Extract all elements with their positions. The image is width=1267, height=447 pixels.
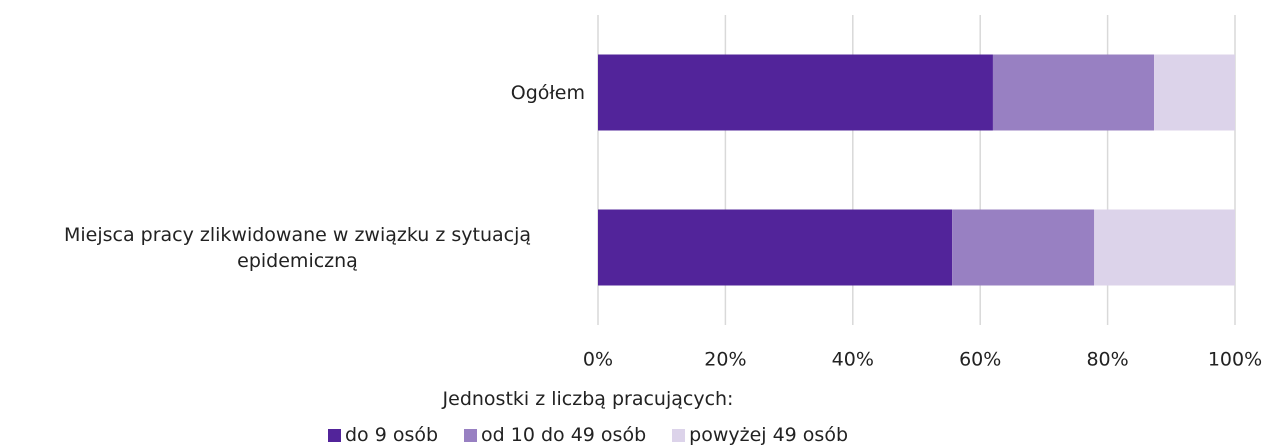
legend-item: do 9 osób (327, 424, 439, 446)
legend: do 9 osób od 10 do 49 osób powyżej 49 osób (0, 424, 1176, 446)
bar-segment (598, 54, 993, 131)
legend-swatch (672, 428, 686, 442)
legend-label: do 9 osób (344, 424, 439, 446)
bar-segment (1154, 54, 1235, 131)
x-tick-label: 40% (832, 349, 874, 371)
x-tick-label: 0% (583, 349, 613, 371)
category-label: Ogółem (510, 81, 585, 104)
legend-label: powyżej 49 osób (689, 424, 849, 446)
x-tick-label: 100% (1208, 349, 1262, 371)
legend-title: Jednostki z liczbą pracujących: (442, 388, 734, 410)
legend-label: od 10 do 49 osób (481, 424, 647, 446)
legend-item: powyżej 49 osób (672, 424, 848, 446)
legend-swatch (464, 428, 478, 442)
x-tick-label: 80% (1086, 349, 1128, 371)
legend-swatch (327, 428, 341, 442)
x-tick-label: 20% (704, 349, 746, 371)
legend-item: od 10 do 49 osób (464, 424, 646, 446)
bar-segment (1094, 209, 1235, 286)
x-tick-label: 60% (959, 349, 1001, 371)
bar-segment (992, 54, 1155, 131)
bar-segment (598, 209, 953, 286)
category-label: Miejsca pracy zlikwidowane w związku z s… (63, 223, 532, 272)
bar-segment (952, 209, 1095, 286)
